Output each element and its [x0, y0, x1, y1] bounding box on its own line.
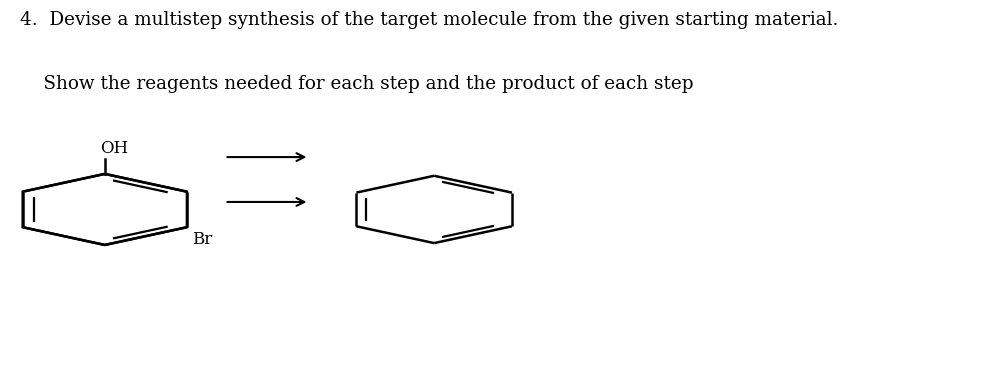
Text: 4.  Devise a multistep synthesis of the target molecule from the given starting : 4. Devise a multistep synthesis of the t… — [20, 11, 838, 29]
Text: Br: Br — [192, 231, 213, 248]
Text: OH: OH — [100, 140, 128, 157]
Text: Show the reagents needed for each step and the product of each step: Show the reagents needed for each step a… — [20, 75, 694, 93]
